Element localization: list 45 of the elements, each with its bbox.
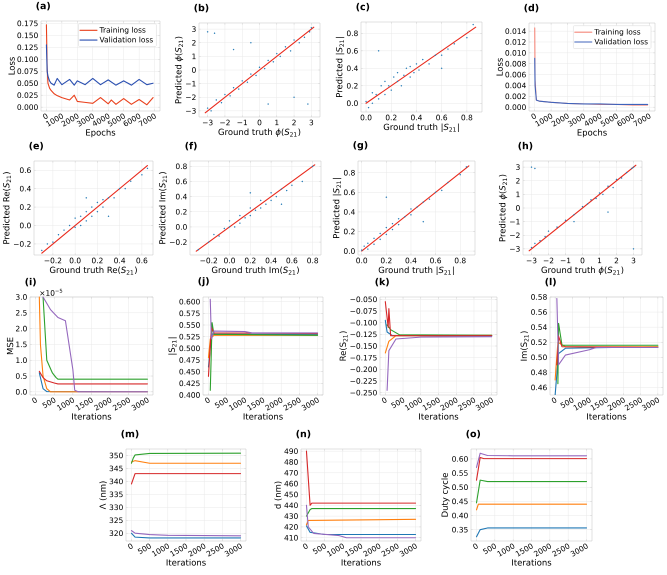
chart-title: (f) — [186, 142, 197, 150]
chart-title: (g) — [354, 141, 368, 150]
y-axis-title: Predicted ϕ(S$_{21}$) — [174, 36, 184, 104]
y-axis-title: MSE — [6, 338, 14, 354]
y-axis-title: Λ (nm) — [99, 481, 107, 510]
x-axis-title: Ground truth ϕ(S$_{21}$) — [541, 266, 624, 275]
chart-title: (a) — [36, 2, 50, 10]
y-axis-title: Predicted ϕ(S$_{21}$) — [498, 174, 508, 242]
x-axis-title: Iterations — [72, 413, 112, 420]
chart-title: (j) — [198, 277, 209, 286]
x-axis-title: Iterations — [587, 413, 626, 420]
y-axis-title: |S$_{21}$| — [168, 338, 177, 354]
x-axis-title: Iterations — [419, 413, 458, 420]
chart-title: (h) — [518, 142, 532, 150]
x-axis-title: Epochs — [578, 129, 607, 138]
y-axis-title: Loss — [8, 57, 15, 74]
y-axis-title: Predicted |S$_{21}$| — [336, 37, 344, 97]
x-axis-title: Ground truth |S$_{21}$| — [384, 124, 459, 132]
y-axis-title: Re(S$_{21}$) — [339, 331, 348, 361]
chart-title: (e) — [30, 142, 43, 150]
y-axis-title: Predicted Re(S$_{21}$) — [2, 172, 11, 244]
chart-title: (l) — [546, 278, 556, 286]
chart-title: (i) — [26, 278, 36, 286]
x-axis-title: Epochs — [86, 129, 116, 138]
chart-title: (b) — [194, 4, 208, 12]
chart-title: (c) — [356, 2, 370, 12]
chart-title: (o) — [466, 430, 480, 438]
chart-title: (d) — [524, 4, 538, 12]
x-axis-title: Ground truth Im(S$_{21}$) — [212, 266, 299, 275]
x-axis-title: Ground truth ϕ(S$_{21}$) — [218, 128, 300, 137]
y-axis-title: d (nm) — [274, 482, 282, 509]
y-axis-title: Loss — [496, 58, 503, 76]
x-axis-title: Iterations — [166, 559, 206, 566]
y-axis-title: Im(S$_{21}$) — [520, 331, 528, 361]
chart-title: (n) — [296, 430, 310, 438]
x-axis-title: Ground truth |S$_{21}$| — [378, 266, 454, 275]
y-axis-title: Predicted Im(S$_{21}$) — [158, 172, 167, 244]
y-axis-title: Duty cycle — [441, 473, 450, 517]
chart-title: (m) — [122, 430, 138, 438]
x-axis-title: Iterations — [244, 413, 283, 420]
x-axis-title: Iterations — [342, 559, 381, 566]
x-axis-title: Iterations — [512, 559, 552, 566]
x-axis-title: Ground truth Re(S$_{21}$) — [50, 266, 137, 275]
chart-title: (k) — [376, 278, 389, 286]
y-axis-title: Predicted |S$_{21}$| — [332, 178, 342, 238]
